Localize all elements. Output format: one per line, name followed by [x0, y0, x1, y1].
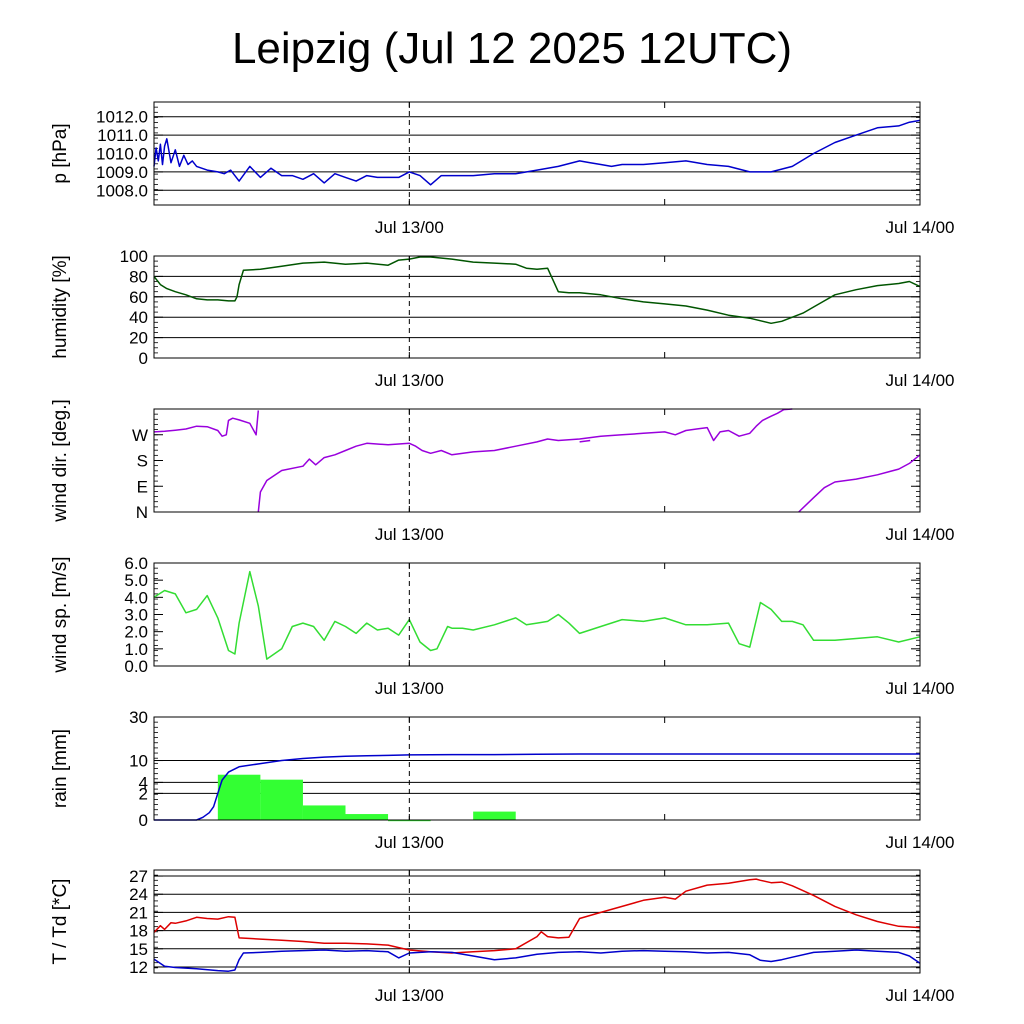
series-wind_dir	[153, 410, 260, 437]
y-tick-label: 2.0	[124, 623, 148, 642]
panel-rain: 0 24 10 30 Jul 13/00 Jul 14/00 rain [mm]	[50, 708, 955, 852]
plot-frame	[153, 562, 921, 667]
series-wind_dir	[798, 454, 921, 513]
y-axis-label: wind dir. [deg.]	[50, 399, 71, 523]
series-wind_dir	[579, 439, 591, 443]
y-tick-label: 24	[129, 885, 148, 904]
y-tick-label: N	[136, 503, 148, 522]
y-tick-label: 30	[129, 708, 148, 727]
y-tick-label: 20	[129, 329, 148, 348]
x-tick-label: Jul 14/00	[886, 218, 955, 237]
y-tick-label: 12	[129, 958, 148, 977]
rain-bar	[473, 811, 516, 820]
y-tick-label: 1.0	[124, 640, 148, 659]
series-temperature	[153, 878, 921, 954]
y-tick-label: 15	[129, 940, 148, 959]
series-humidity	[153, 256, 921, 325]
y-axis-label: p [hPa]	[50, 123, 71, 183]
x-tick-label: Jul 13/00	[375, 986, 444, 1005]
series-dewpoint	[153, 949, 921, 972]
rain-bar	[260, 779, 303, 820]
x-tick-label: Jul 14/00	[886, 679, 955, 698]
y-tick-label: 100	[120, 247, 148, 266]
series-rain_acc	[154, 753, 920, 821]
y-tick-label: 0.0	[124, 657, 148, 676]
series-pressure	[153, 119, 921, 186]
y-tick-label: 2	[139, 784, 148, 803]
chart-title: Leipzig (Jul 12 2025 12UTC)	[231, 24, 793, 73]
y-tick-label: S	[137, 452, 148, 471]
panel-wind_speed: 0.01.02.03.04.05.06.0 Jul 13/00 Jul 14/00 w…	[50, 554, 955, 698]
y-tick-label: E	[137, 477, 148, 496]
x-tick-label: Jul 13/00	[375, 218, 444, 237]
y-tick-label: 3.0	[124, 606, 148, 625]
y-axis-label: rain [mm]	[50, 729, 71, 808]
plot-frame	[153, 255, 921, 359]
x-tick-label: Jul 13/00	[375, 371, 444, 390]
y-tick-label: 0	[139, 349, 148, 368]
rain-bar	[345, 814, 389, 820]
x-tick-label: Jul 14/00	[886, 986, 955, 1005]
y-tick-label: 1009.0	[96, 163, 148, 182]
y-tick-label: 1010.0	[96, 145, 148, 164]
y-tick-label: 0	[139, 811, 148, 830]
x-tick-label: Jul 14/00	[886, 525, 955, 544]
y-tick-label: 80	[129, 267, 148, 286]
x-tick-label: Jul 13/00	[375, 679, 444, 698]
x-tick-label: Jul 13/00	[375, 833, 444, 852]
y-tick-label: W	[132, 426, 148, 445]
y-tick-label: 4	[139, 773, 148, 792]
x-tick-label: Jul 14/00	[886, 833, 955, 852]
y-axis-label: wind sp. [m/s]	[50, 556, 71, 673]
y-axis-label: T / Td [*C]	[50, 879, 71, 965]
y-tick-label: 5.0	[124, 571, 148, 590]
x-tick-label: Jul 14/00	[886, 371, 955, 390]
y-tick-label: 1012.0	[96, 108, 148, 127]
rain-bar	[217, 774, 261, 820]
y-tick-label: 10	[129, 752, 148, 771]
series-wind_speed	[153, 570, 921, 660]
y-tick-label: 1011.0	[97, 126, 148, 145]
y-axis-label: humidity [%]	[50, 255, 71, 358]
plot-frame	[153, 716, 921, 821]
plot-frame	[153, 869, 921, 974]
plot-frame	[153, 408, 921, 513]
y-tick-label: 4.0	[124, 588, 148, 607]
y-tick-label: 60	[129, 288, 148, 307]
y-tick-label: 18	[129, 922, 148, 941]
y-tick-label: 1008.0	[96, 181, 148, 200]
y-tick-label: 40	[129, 308, 148, 327]
plot-frame	[153, 101, 921, 206]
y-tick-label: 27	[129, 867, 148, 886]
rain-bar	[388, 820, 431, 822]
y-tick-label: 21	[129, 903, 148, 922]
series-wind_dir	[257, 408, 793, 513]
x-tick-label: Jul 13/00	[375, 525, 444, 544]
rain-bar	[302, 805, 346, 820]
y-tick-label: 6.0	[124, 554, 148, 573]
